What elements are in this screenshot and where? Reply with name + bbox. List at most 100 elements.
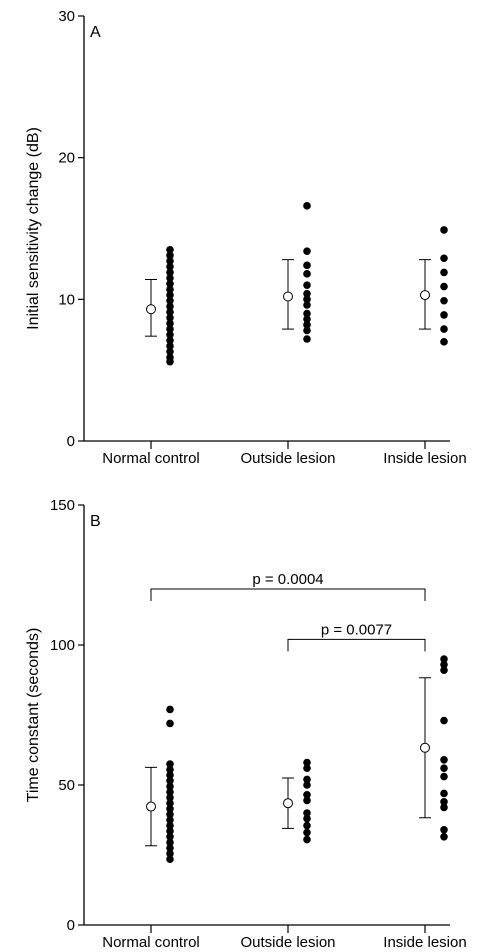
- data-point: [303, 270, 311, 278]
- data-point: [440, 789, 448, 798]
- data-point: [166, 342, 174, 350]
- data-point: [166, 793, 174, 802]
- data-point: [166, 279, 174, 288]
- data-point: [166, 257, 174, 265]
- data-point: [303, 821, 311, 830]
- data-point: [166, 760, 174, 768]
- data-point: [166, 833, 174, 841]
- data-point: [166, 262, 174, 271]
- y-axis-label: Time constant (seconds): [25, 628, 42, 803]
- data-point: [303, 321, 311, 329]
- data-point: [440, 798, 448, 806]
- p-value-label: p = 0.0004: [252, 571, 323, 588]
- panel-label: B: [90, 513, 101, 530]
- data-point: [166, 296, 174, 305]
- data-point: [303, 791, 311, 799]
- data-point: [166, 765, 174, 774]
- data-point: [166, 268, 174, 277]
- data-point: [440, 296, 448, 305]
- data-point: [166, 777, 174, 785]
- mean-marker: [420, 742, 430, 753]
- data-point: [303, 295, 311, 304]
- mean-marker: [283, 798, 293, 809]
- data-point: [303, 775, 311, 784]
- data-point: [440, 254, 448, 263]
- data-point: [166, 357, 174, 366]
- data-point: [440, 655, 448, 663]
- significance-bracket: [150, 588, 426, 601]
- data-point: [303, 326, 311, 335]
- data-point: [166, 821, 174, 830]
- data-point: [166, 855, 174, 863]
- mean-marker: [146, 801, 156, 812]
- data-point: [166, 347, 174, 356]
- data-point: [303, 309, 311, 318]
- data-point: [166, 291, 174, 299]
- data-point: [440, 311, 448, 319]
- data-point: [303, 781, 311, 789]
- data-point: [303, 301, 311, 309]
- y-axis-label: Initial sensitivity change (dB): [25, 127, 42, 330]
- data-point: [166, 799, 174, 807]
- data-point: [166, 788, 174, 796]
- data-point: [166, 827, 174, 835]
- data-point: [440, 756, 448, 764]
- data-point: [166, 816, 174, 824]
- y-tick-label: 0: [67, 433, 75, 450]
- data-point: [166, 705, 174, 714]
- data-point: [166, 245, 174, 254]
- data-point: [303, 281, 311, 289]
- p-value-label: p = 0.0077: [321, 621, 392, 638]
- data-point: [166, 844, 174, 852]
- data-point: [303, 809, 311, 817]
- y-tick-label: 50: [58, 777, 75, 794]
- data-point: [303, 289, 311, 298]
- data-point: [303, 764, 311, 772]
- x-category-label: Normal control: [102, 450, 200, 467]
- data-point: [440, 833, 448, 841]
- data-point: [166, 719, 174, 728]
- data-point: [303, 202, 311, 210]
- data-point: [166, 849, 174, 858]
- data-point: [440, 268, 448, 277]
- data-point: [166, 251, 174, 260]
- data-point: [440, 325, 448, 333]
- data-point: [440, 338, 448, 346]
- data-point: [303, 315, 311, 323]
- data-point: [440, 666, 448, 674]
- y-tick-label: 0: [67, 917, 75, 934]
- data-point: [440, 660, 448, 669]
- y-tick-label: 10: [58, 291, 75, 308]
- y-tick-label: 30: [58, 8, 75, 25]
- data-point: [440, 803, 448, 812]
- data-point: [440, 826, 448, 834]
- data-point: [440, 772, 448, 781]
- mean-marker: [146, 304, 156, 315]
- panel-label: A: [90, 24, 101, 41]
- data-point: [166, 285, 174, 294]
- data-point: [166, 810, 174, 819]
- data-point: [303, 335, 311, 343]
- x-category-label: Outside lesion: [240, 450, 335, 467]
- data-point: [440, 226, 448, 234]
- mean-marker: [420, 290, 430, 301]
- x-category-label: Outside lesion: [240, 934, 335, 951]
- x-category-label: Inside lesion: [383, 450, 466, 467]
- x-category-label: Normal control: [102, 934, 200, 951]
- x-category-label: Inside lesion: [383, 934, 466, 951]
- data-point: [166, 325, 174, 333]
- y-tick-label: 100: [50, 637, 75, 654]
- data-point: [440, 764, 448, 772]
- data-point: [303, 835, 311, 844]
- y-tick-label: 150: [50, 497, 75, 514]
- data-point: [303, 814, 311, 823]
- data-point: [166, 805, 174, 813]
- significance-bracket: [287, 638, 426, 652]
- data-point: [440, 716, 448, 725]
- data-point: [303, 758, 311, 767]
- data-point: [166, 336, 174, 345]
- data-point: [440, 282, 448, 291]
- data-point: [166, 330, 174, 339]
- data-point: [303, 796, 311, 805]
